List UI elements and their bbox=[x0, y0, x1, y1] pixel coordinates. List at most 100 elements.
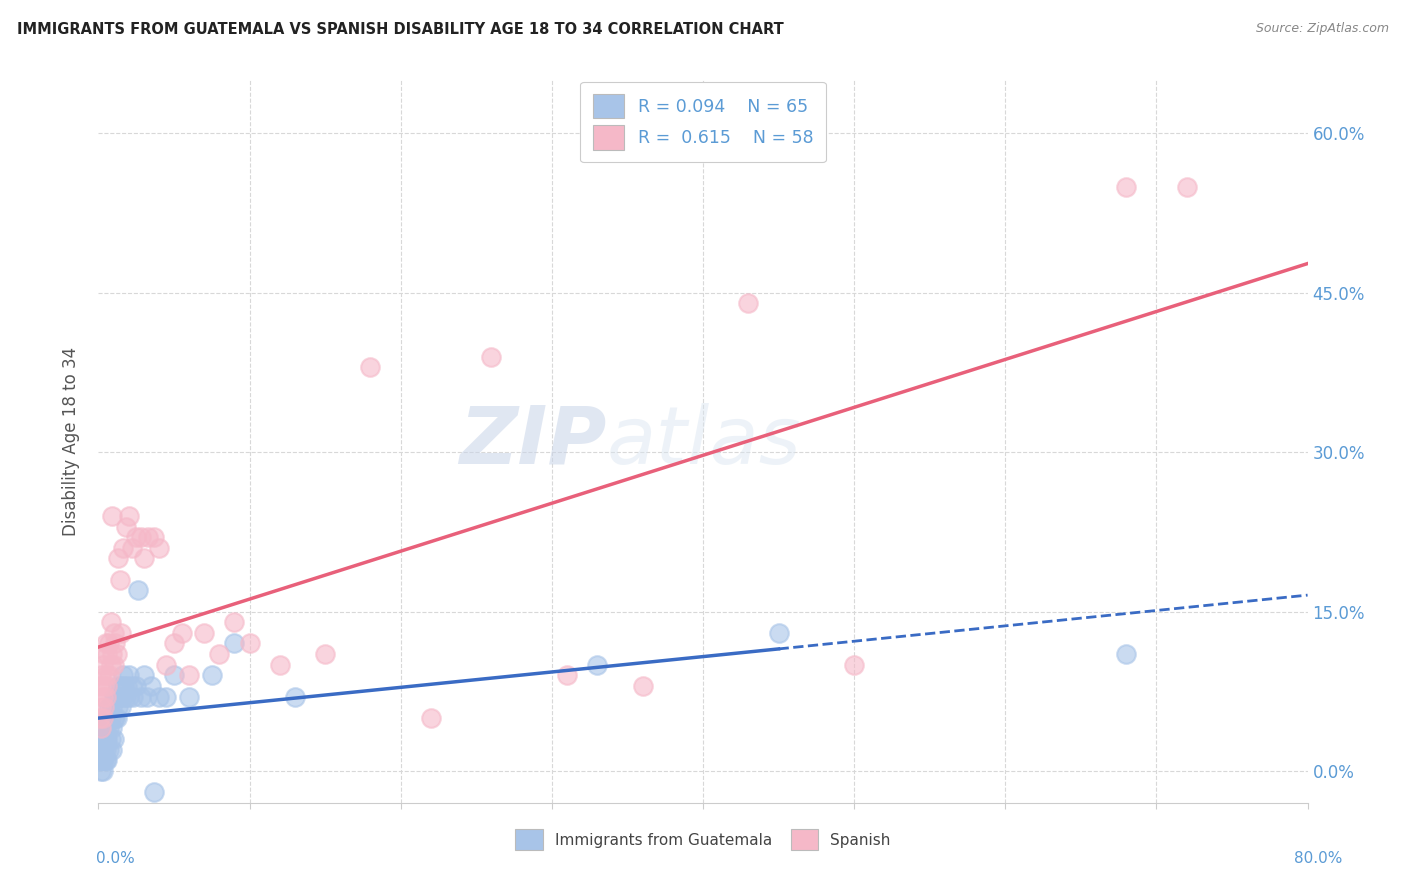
Point bbox=[143, 530, 166, 544]
Point bbox=[108, 573, 131, 587]
Point bbox=[179, 668, 201, 682]
Point bbox=[111, 690, 134, 704]
Point bbox=[94, 690, 117, 704]
Y-axis label: Disability Age 18 to 34: Disability Age 18 to 34 bbox=[62, 347, 80, 536]
Point bbox=[101, 508, 124, 523]
Point bbox=[108, 690, 131, 704]
Point bbox=[201, 668, 224, 682]
Point bbox=[269, 657, 291, 672]
Point bbox=[129, 690, 152, 704]
Point bbox=[314, 647, 336, 661]
Point bbox=[98, 668, 121, 682]
Point bbox=[94, 668, 117, 682]
Point bbox=[239, 636, 262, 650]
Point bbox=[118, 668, 141, 682]
Point bbox=[141, 679, 163, 693]
Point bbox=[101, 742, 124, 756]
Text: 0.0%: 0.0% bbox=[96, 851, 135, 865]
Point bbox=[125, 530, 148, 544]
Point bbox=[100, 732, 122, 747]
Point bbox=[135, 690, 157, 704]
Point bbox=[208, 647, 231, 661]
Point bbox=[121, 541, 143, 555]
Point bbox=[555, 668, 578, 682]
Point bbox=[90, 764, 112, 778]
Point bbox=[98, 700, 121, 714]
Point bbox=[98, 722, 121, 736]
Point bbox=[737, 296, 759, 310]
Point bbox=[104, 690, 127, 704]
Text: Source: ZipAtlas.com: Source: ZipAtlas.com bbox=[1256, 22, 1389, 36]
Point bbox=[103, 690, 125, 704]
Point bbox=[100, 615, 122, 630]
Point bbox=[96, 732, 118, 747]
Point bbox=[101, 647, 124, 661]
Text: ZIP: ZIP bbox=[458, 402, 606, 481]
Point bbox=[115, 679, 138, 693]
Point bbox=[103, 625, 125, 640]
Point bbox=[112, 679, 135, 693]
Point bbox=[148, 690, 170, 704]
Point bbox=[136, 530, 159, 544]
Point bbox=[89, 742, 111, 756]
Point bbox=[110, 679, 132, 693]
Point bbox=[93, 647, 115, 661]
Point bbox=[93, 700, 115, 714]
Point bbox=[125, 679, 148, 693]
Point bbox=[105, 711, 128, 725]
Point bbox=[114, 519, 136, 533]
Point bbox=[110, 625, 132, 640]
Point bbox=[107, 700, 129, 714]
Point bbox=[93, 742, 115, 756]
Point bbox=[122, 690, 145, 704]
Point bbox=[104, 636, 127, 650]
Point bbox=[104, 711, 127, 725]
Point bbox=[105, 647, 128, 661]
Point bbox=[118, 508, 141, 523]
Point bbox=[89, 711, 111, 725]
Point bbox=[163, 636, 186, 650]
Point bbox=[96, 711, 118, 725]
Point bbox=[103, 711, 125, 725]
Point bbox=[224, 636, 246, 650]
Point bbox=[94, 753, 117, 767]
Point bbox=[91, 657, 114, 672]
Legend: Immigrants from Guatemala, Spanish: Immigrants from Guatemala, Spanish bbox=[509, 822, 897, 856]
Point bbox=[111, 541, 134, 555]
Point bbox=[224, 615, 246, 630]
Point bbox=[96, 647, 118, 661]
Point bbox=[170, 625, 193, 640]
Point bbox=[103, 657, 125, 672]
Point bbox=[118, 690, 141, 704]
Point bbox=[631, 679, 654, 693]
Point bbox=[284, 690, 307, 704]
Point bbox=[98, 636, 121, 650]
Point bbox=[114, 690, 136, 704]
Point bbox=[127, 583, 149, 598]
Point bbox=[89, 753, 111, 767]
Point bbox=[91, 711, 114, 725]
Point bbox=[90, 732, 112, 747]
Point bbox=[91, 753, 114, 767]
Point bbox=[179, 690, 201, 704]
Point bbox=[132, 551, 155, 566]
Point bbox=[100, 657, 122, 672]
Point bbox=[1115, 179, 1137, 194]
Point bbox=[90, 700, 112, 714]
Point bbox=[132, 668, 155, 682]
Point bbox=[94, 742, 117, 756]
Point bbox=[91, 742, 114, 756]
Point bbox=[89, 679, 111, 693]
Point bbox=[143, 785, 166, 799]
Point bbox=[91, 690, 114, 704]
Point bbox=[101, 700, 124, 714]
Text: IMMIGRANTS FROM GUATEMALA VS SPANISH DISABILITY AGE 18 TO 34 CORRELATION CHART: IMMIGRANTS FROM GUATEMALA VS SPANISH DIS… bbox=[17, 22, 783, 37]
Point bbox=[121, 679, 143, 693]
Point bbox=[155, 657, 177, 672]
Point bbox=[360, 360, 382, 375]
Point bbox=[93, 679, 115, 693]
Point bbox=[193, 625, 215, 640]
Point bbox=[420, 711, 443, 725]
Point bbox=[93, 753, 115, 767]
Point bbox=[107, 551, 129, 566]
